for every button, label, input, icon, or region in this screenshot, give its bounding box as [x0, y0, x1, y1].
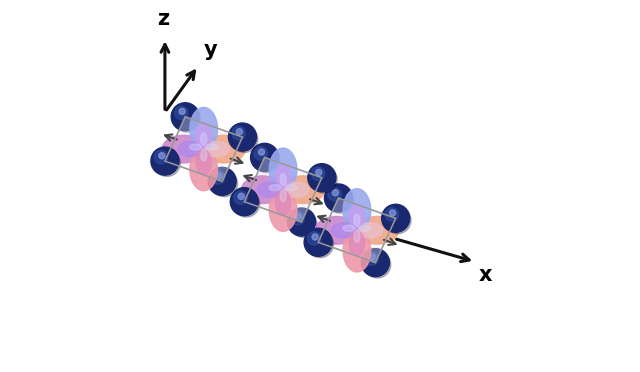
- Ellipse shape: [206, 144, 218, 150]
- Circle shape: [172, 103, 199, 131]
- Ellipse shape: [354, 214, 360, 226]
- Circle shape: [232, 126, 245, 140]
- Circle shape: [385, 207, 411, 234]
- Ellipse shape: [269, 148, 297, 191]
- Ellipse shape: [356, 217, 399, 244]
- Circle shape: [251, 143, 278, 171]
- Circle shape: [230, 187, 259, 216]
- Polygon shape: [244, 157, 322, 222]
- Ellipse shape: [201, 133, 207, 145]
- Ellipse shape: [343, 229, 371, 272]
- Circle shape: [381, 204, 410, 232]
- Polygon shape: [165, 117, 243, 182]
- Circle shape: [316, 169, 322, 176]
- Ellipse shape: [196, 124, 211, 148]
- Ellipse shape: [205, 141, 229, 157]
- Circle shape: [253, 146, 280, 173]
- Circle shape: [307, 232, 321, 245]
- Ellipse shape: [280, 190, 286, 202]
- Circle shape: [304, 228, 332, 256]
- Ellipse shape: [316, 217, 358, 244]
- Circle shape: [151, 147, 179, 175]
- Text: z: z: [157, 9, 169, 29]
- Ellipse shape: [178, 141, 203, 157]
- Circle shape: [390, 210, 396, 216]
- Circle shape: [362, 248, 389, 277]
- Ellipse shape: [189, 144, 202, 150]
- Circle shape: [154, 150, 180, 176]
- Ellipse shape: [275, 190, 291, 215]
- Circle shape: [296, 214, 301, 220]
- Ellipse shape: [190, 148, 218, 191]
- Ellipse shape: [349, 231, 365, 256]
- Ellipse shape: [201, 149, 207, 161]
- Circle shape: [233, 190, 260, 217]
- Circle shape: [310, 166, 337, 193]
- Circle shape: [211, 171, 225, 184]
- Ellipse shape: [269, 185, 281, 191]
- Circle shape: [365, 252, 378, 265]
- Ellipse shape: [190, 108, 218, 150]
- Ellipse shape: [162, 135, 205, 163]
- Circle shape: [179, 108, 185, 115]
- Circle shape: [228, 123, 257, 151]
- Ellipse shape: [241, 176, 284, 203]
- Circle shape: [234, 191, 247, 205]
- Circle shape: [311, 167, 324, 180]
- Ellipse shape: [343, 189, 371, 231]
- Circle shape: [238, 193, 244, 199]
- Circle shape: [369, 254, 376, 260]
- Circle shape: [364, 251, 391, 278]
- Ellipse shape: [275, 164, 291, 189]
- Ellipse shape: [282, 176, 324, 203]
- Text: y: y: [204, 41, 218, 61]
- Ellipse shape: [343, 225, 355, 231]
- Ellipse shape: [196, 150, 211, 174]
- Circle shape: [327, 187, 354, 214]
- Ellipse shape: [359, 225, 371, 231]
- Ellipse shape: [332, 223, 356, 238]
- Ellipse shape: [284, 182, 308, 197]
- Circle shape: [236, 129, 243, 135]
- Ellipse shape: [354, 230, 360, 243]
- Ellipse shape: [358, 223, 383, 238]
- Circle shape: [254, 147, 268, 160]
- Circle shape: [154, 150, 168, 164]
- Circle shape: [332, 190, 339, 196]
- Ellipse shape: [269, 189, 297, 231]
- Circle shape: [324, 184, 353, 212]
- Ellipse shape: [280, 174, 286, 186]
- Circle shape: [175, 106, 188, 119]
- Ellipse shape: [349, 205, 365, 230]
- Circle shape: [211, 170, 237, 197]
- Circle shape: [312, 234, 318, 240]
- Circle shape: [385, 208, 399, 221]
- Circle shape: [308, 164, 336, 192]
- Circle shape: [291, 211, 317, 237]
- Circle shape: [328, 187, 341, 201]
- Circle shape: [259, 149, 264, 155]
- Ellipse shape: [257, 182, 282, 197]
- Ellipse shape: [203, 135, 245, 163]
- Text: x: x: [479, 265, 492, 285]
- Circle shape: [231, 126, 258, 153]
- Circle shape: [174, 106, 201, 132]
- Circle shape: [208, 167, 236, 195]
- Circle shape: [307, 231, 333, 258]
- Circle shape: [291, 211, 305, 225]
- Circle shape: [287, 208, 316, 236]
- Circle shape: [216, 173, 222, 179]
- Circle shape: [159, 153, 165, 159]
- Ellipse shape: [285, 185, 297, 191]
- Polygon shape: [318, 198, 396, 263]
